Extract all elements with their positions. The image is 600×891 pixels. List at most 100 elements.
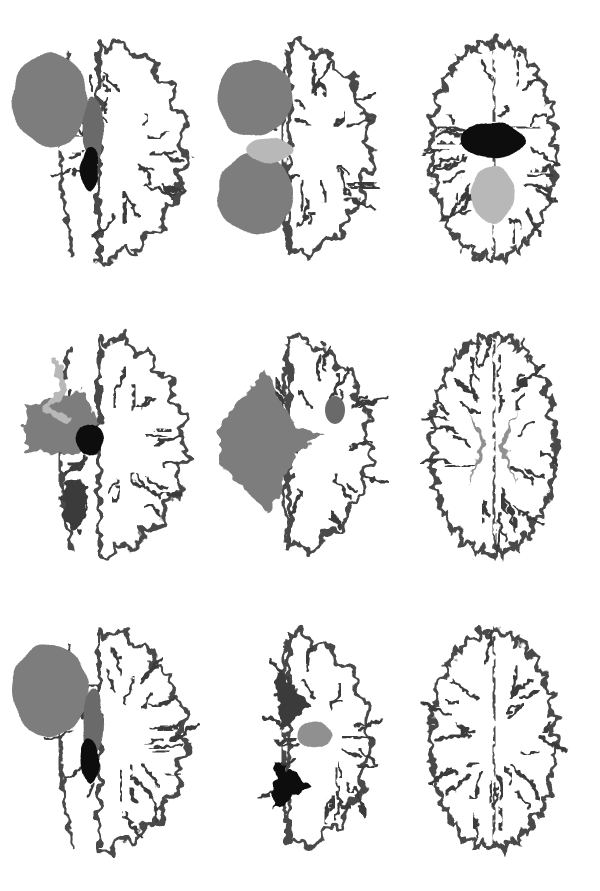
slice-r3-c1-sulcus — [130, 777, 154, 798]
slice-r1-c3-sulcus — [508, 217, 522, 230]
slice-r2-c1-ventricle — [76, 424, 104, 456]
slice-r2-c3-ventricle-right — [498, 410, 518, 485]
slice-r2-c1-lesion — [63, 479, 87, 531]
slice-r2-c3-sulcus — [478, 337, 493, 368]
slice-r2-c3-sulcus — [434, 400, 451, 417]
slice-r3-c2-sulcus — [352, 786, 367, 818]
slice-r3-c3-sulcus — [518, 689, 540, 700]
slice-r3-c2-sulcus — [358, 747, 377, 765]
slice-r3-c3-sulcus — [454, 722, 475, 735]
slice-r3-c1-mass — [12, 644, 88, 736]
slice-r3-c3-sulcus — [443, 773, 471, 796]
slice-r2-c2-sulcus — [347, 440, 373, 452]
slice-r1-c3-sulcus — [524, 207, 542, 236]
slice-r2-c1-sulcus — [162, 460, 179, 469]
slice-r1-c1-sulcus — [141, 113, 149, 127]
slice-r2-c3-sulcus — [429, 424, 457, 433]
slice-r1-c2-sulcus — [296, 198, 310, 230]
slice-r2-c3-sulcus — [497, 395, 504, 413]
slice-r2-c3-sulcus — [524, 466, 545, 480]
slice-r1-c3 — [421, 36, 560, 266]
slice-r2-c2-sulcus — [346, 481, 360, 494]
slice-r3-c2-sulcus — [334, 766, 339, 796]
slice-r1-c1-sulcus — [101, 75, 112, 94]
slice-r3-c2-sulcus — [269, 659, 291, 687]
slice-r3-c1-cortex — [97, 627, 190, 856]
slice-r1-c3-sulcus — [448, 127, 468, 133]
slice-r3-c1-sulcus — [144, 737, 164, 746]
slice-r1-c3-sulcus — [445, 127, 464, 138]
slice-r3-c1 — [12, 627, 199, 856]
slice-r3-c3-sulcus — [488, 780, 494, 806]
slice-r1-c3-sulcus — [429, 155, 459, 176]
slice-r2-c1-sulcus — [129, 472, 140, 486]
slice-r1-c3-sulcus — [515, 57, 521, 86]
slice-r1-c1-cortex — [97, 37, 190, 266]
slice-r1-c2-sulcus — [312, 73, 319, 91]
slice-r3-c1-sulcus — [128, 787, 140, 805]
slice-r3-c2-sulcus — [327, 795, 336, 813]
slice-r1-c2-sulcus — [294, 117, 312, 127]
slice-r1-c1-sulcus — [87, 73, 95, 93]
slice-r1-c1-sulcus — [162, 183, 174, 200]
slice-r1-c1-mass — [12, 54, 88, 146]
slice-r1-c1-sulcus — [121, 191, 141, 217]
slice-r1-c1-ventricle — [81, 148, 99, 192]
slice-r3-c2-sulcus — [354, 763, 381, 770]
slice-r3-c3-sulcus — [510, 764, 526, 782]
slice-r1-c3-sulcus — [443, 156, 470, 171]
slice-r2-c3-sulcus — [480, 499, 486, 527]
slice-r1-c1-sulcus — [66, 151, 82, 161]
slice-r2-c1-sulcus — [130, 383, 137, 411]
slice-r1-c1-sulcus — [150, 149, 177, 157]
slice-r1-c2-sulcus — [299, 180, 305, 214]
slice-r2-c2-sulcus — [354, 394, 369, 406]
slice-r1-c3-sulcus — [522, 77, 541, 92]
slice-r3-c3-sulcus — [538, 734, 568, 753]
slice-r3-c1-sulcus — [88, 683, 101, 693]
slice-r3-c2-nucleus — [297, 721, 333, 749]
slice-r2-c1-sulcus — [153, 433, 182, 447]
slice-r1-c2-sulcus — [348, 184, 374, 191]
slice-r2-c2-sulcus — [315, 354, 323, 382]
slice-r3-c2-sulcus — [352, 721, 374, 729]
slice-r2-c1-sulcus — [135, 396, 158, 408]
slice-r2-c3-sulcus — [514, 505, 545, 526]
slice-r2-c3-sulcus — [508, 466, 536, 486]
slice-r2-c3-cortex — [426, 331, 560, 561]
slice-r2-c3-sulcus — [495, 355, 503, 378]
slice-r1-c3-sulcus — [523, 182, 552, 194]
slice-r1-c2-sulcus — [294, 98, 306, 111]
slice-r3-c1-ventricle — [81, 738, 99, 782]
slice-r1-c1-sulcus — [147, 130, 170, 140]
slice-r3-c2-sulcus — [336, 760, 344, 778]
slice-r2-c2-sulcus — [332, 472, 353, 501]
slice-r1-c2-mass-upper — [217, 60, 293, 136]
slice-r2-c1-sulcus — [63, 456, 89, 476]
slice-r2-c3-sulcus — [459, 400, 481, 415]
slice-r3-c2 — [258, 626, 384, 850]
slice-r1-c2-sulcus — [337, 168, 352, 200]
slice-r2-c3-sulcus — [514, 392, 526, 413]
slice-r3-c2-sulcus — [329, 699, 344, 711]
slice-r3-c1-sulcus — [118, 768, 124, 804]
slice-r1-c3-sulcus — [442, 169, 467, 184]
slice-r3-c1-sulcus — [164, 772, 182, 777]
slice-r1-c1-sulcus — [163, 151, 185, 163]
slice-r3-c1-sulcus — [141, 762, 160, 788]
slice-r2-c2-sulcus — [333, 373, 342, 391]
slice-r1-c2-cortex — [287, 36, 375, 260]
slice-r1-c2-sulcus — [310, 62, 318, 96]
slice-r3-c1-sulcus — [110, 646, 123, 676]
slice-r3-c1-sulcus — [148, 695, 175, 708]
slice-r3-c3-sulcus — [490, 785, 500, 808]
slice-r3-c3-sulcus — [460, 728, 473, 739]
slice-r2-c2-sulcus — [297, 389, 315, 411]
slice-r2-c2-sulcus — [321, 345, 332, 373]
slice-r2-c2-sulcus — [289, 489, 304, 516]
slice-r2-c3-sulcus — [495, 518, 502, 553]
slice-r1-c1-sulcus — [47, 167, 73, 178]
panels-root — [12, 36, 568, 856]
slice-r1-c2-sulcus — [354, 180, 381, 190]
slice-r2-c2-spot — [325, 396, 345, 424]
